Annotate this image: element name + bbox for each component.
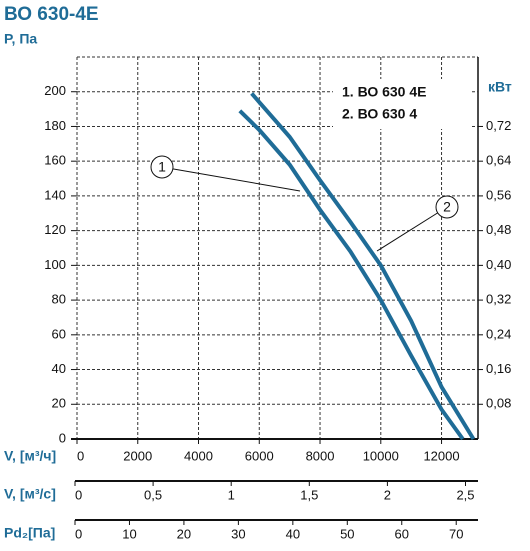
series-line — [238, 109, 465, 441]
x-tick-label: 2000 — [123, 448, 152, 463]
callout-label: 1 — [158, 159, 166, 175]
y2-tick-label: 0,64 — [486, 153, 511, 168]
legend — [333, 79, 470, 129]
y-tick-label: 180 — [44, 118, 66, 133]
axis-tick-label: 1 — [228, 487, 235, 502]
y-tick-label: 40 — [52, 361, 66, 376]
axis-tick-label: 40 — [286, 526, 300, 541]
axis-tick-label: 0 — [75, 487, 82, 502]
x-tick-label: 4000 — [184, 448, 213, 463]
callout — [150, 155, 174, 179]
y-tick-label: 80 — [52, 292, 66, 307]
y2-tick-label: 0,72 — [486, 118, 511, 133]
axis-tick-label: 2 — [384, 487, 391, 502]
y-tick-label: 160 — [44, 153, 66, 168]
callout — [435, 195, 459, 219]
axis-tick-label: 60 — [395, 526, 409, 541]
axis-tick-label: 10 — [122, 526, 136, 541]
y2-tick-label: 0,56 — [486, 187, 511, 202]
y-tick-label: 100 — [44, 257, 66, 272]
x-tick-label: 12000 — [423, 448, 459, 463]
y2-tick-label: 0,08 — [486, 396, 511, 411]
axis-tick-label: 20 — [177, 526, 191, 541]
axis-label: V, [м³/с] — [4, 486, 56, 502]
y-tick-label: 120 — [44, 222, 66, 237]
callout-leader — [376, 206, 448, 252]
callout-leader — [161, 166, 301, 192]
y2-tick-label: 0,16 — [486, 361, 511, 376]
legend-entry: 1. ВО 630 4Е — [342, 84, 426, 100]
x-tick-label: 0 — [77, 448, 84, 463]
y2-tick-label: 0,24 — [486, 326, 511, 341]
y2-tick-label: 0,40 — [486, 257, 511, 272]
y-tick-label: 0 — [59, 430, 66, 445]
axis-tick-label: 2,5 — [456, 487, 474, 502]
x-tick-label: 6000 — [245, 448, 274, 463]
y2-axis-label: кВт — [488, 79, 512, 95]
x-tick-label: 10000 — [363, 448, 399, 463]
axis-tick-label: 0,5 — [144, 487, 162, 502]
axis-tick-label: 30 — [231, 526, 245, 541]
chart-title: ВО 630-4Е — [4, 4, 99, 25]
legend-entry: 2. ВО 630 4 — [342, 106, 417, 122]
x-axis-label: V, [м³/ч] — [4, 448, 56, 464]
x-tick-label: 8000 — [306, 448, 335, 463]
axis-tick-label: 0 — [75, 526, 82, 541]
axis-label: Pd₂[Па] — [4, 525, 55, 541]
axis-tick-label: 70 — [449, 526, 463, 541]
y-tick-label: 200 — [44, 83, 66, 98]
y2-tick-label: 0,48 — [486, 222, 511, 237]
y-axis-label: P, Па — [4, 31, 37, 47]
y-tick-label: 60 — [52, 326, 66, 341]
y2-tick-label: 0,32 — [486, 292, 511, 307]
series-line — [250, 92, 476, 441]
y-tick-label: 20 — [52, 396, 66, 411]
axis-tick-label: 1,5 — [300, 487, 318, 502]
y-tick-label: 140 — [44, 187, 66, 202]
axis-tick-label: 50 — [340, 526, 354, 541]
callout-label: 2 — [443, 199, 451, 215]
